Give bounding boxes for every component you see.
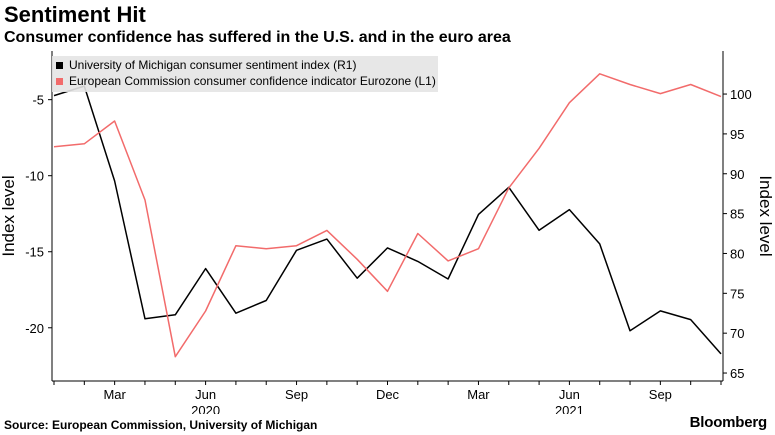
series-line-michigan [53, 85, 722, 355]
x-tick-label: Jun [559, 387, 580, 402]
x-tick-label: Mar [467, 387, 490, 402]
right-tick-label: 85 [730, 207, 744, 222]
right-tick-label: 95 [730, 127, 744, 142]
left-tick-label: -15 [25, 245, 44, 260]
legend-background [52, 56, 438, 92]
line-chart: -5 -10 -15 -20 100 95 90 85 80 75 70 65 Mar Jun Sep Dec… [0, 51, 775, 414]
legend: University of Michigan consumer sentimen… [52, 56, 438, 92]
x-tick-label: Jun [195, 387, 216, 402]
x-tick-label: Sep [285, 387, 308, 402]
x-year-label: 2020 [191, 403, 220, 414]
chart-subtitle: Consumer confidence has suffered in the … [4, 29, 511, 46]
right-tick-label: 65 [730, 366, 744, 381]
right-axis-title: Index level [756, 175, 775, 256]
legend-label-eurozone: European Commission consumer confidence … [69, 74, 436, 88]
right-tick-label: 80 [730, 246, 744, 261]
right-tick-label: 70 [730, 326, 744, 341]
bloomberg-logo: Bloomberg [689, 414, 768, 431]
source-note: Source: European Commission, University … [4, 418, 318, 432]
left-tick-label: -5 [32, 93, 44, 108]
legend-swatch-eurozone [56, 78, 63, 85]
x-year-label: 2021 [555, 403, 584, 414]
x-tick-label: Dec [376, 387, 400, 402]
right-tick-label: 100 [730, 87, 752, 102]
left-tick-label: -10 [25, 169, 44, 184]
legend-swatch-michigan [56, 62, 63, 69]
x-tick-label: Mar [103, 387, 126, 402]
right-tick-label: 90 [730, 167, 744, 182]
right-tick-label: 75 [730, 286, 744, 301]
chart-title: Sentiment Hit [4, 2, 146, 27]
series-line-eurozone [53, 73, 722, 358]
left-axis-title: Index level [0, 175, 18, 256]
legend-label-michigan: University of Michigan consumer sentimen… [69, 58, 356, 72]
left-tick-label: -20 [25, 321, 44, 336]
x-tick-label: Sep [649, 387, 672, 402]
